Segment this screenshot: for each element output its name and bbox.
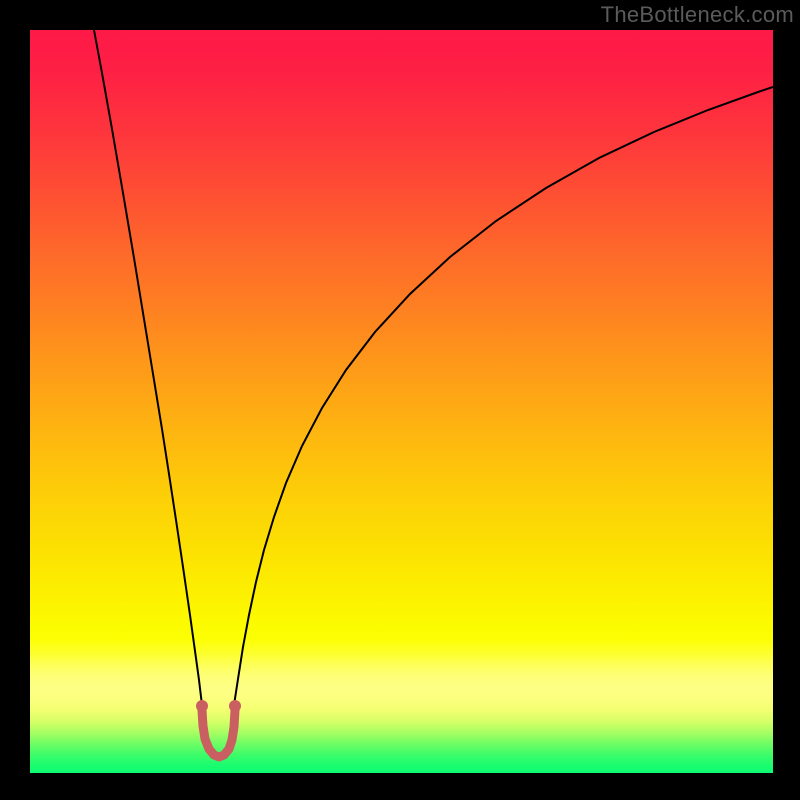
chart-curves-layer [30, 30, 773, 773]
chart-plot-area [30, 30, 773, 773]
curve-left [94, 30, 202, 705]
curve-right [234, 87, 773, 705]
watermark-text: TheBottleneck.com [601, 2, 794, 28]
curve-bump [202, 710, 235, 757]
bump-dot-left [196, 700, 208, 712]
bump-dot-right [229, 700, 241, 712]
